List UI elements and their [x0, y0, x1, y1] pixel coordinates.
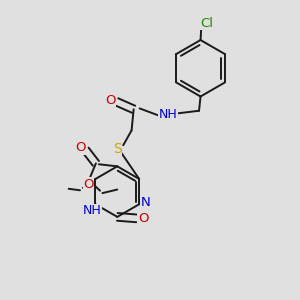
Text: O: O — [83, 178, 94, 191]
Text: NH: NH — [158, 108, 177, 121]
Text: O: O — [75, 141, 86, 154]
Text: O: O — [138, 212, 148, 225]
Text: NH: NH — [83, 204, 102, 217]
Text: Cl: Cl — [200, 16, 213, 30]
Text: S: S — [113, 142, 122, 156]
Text: N: N — [141, 196, 151, 209]
Text: O: O — [105, 94, 116, 107]
